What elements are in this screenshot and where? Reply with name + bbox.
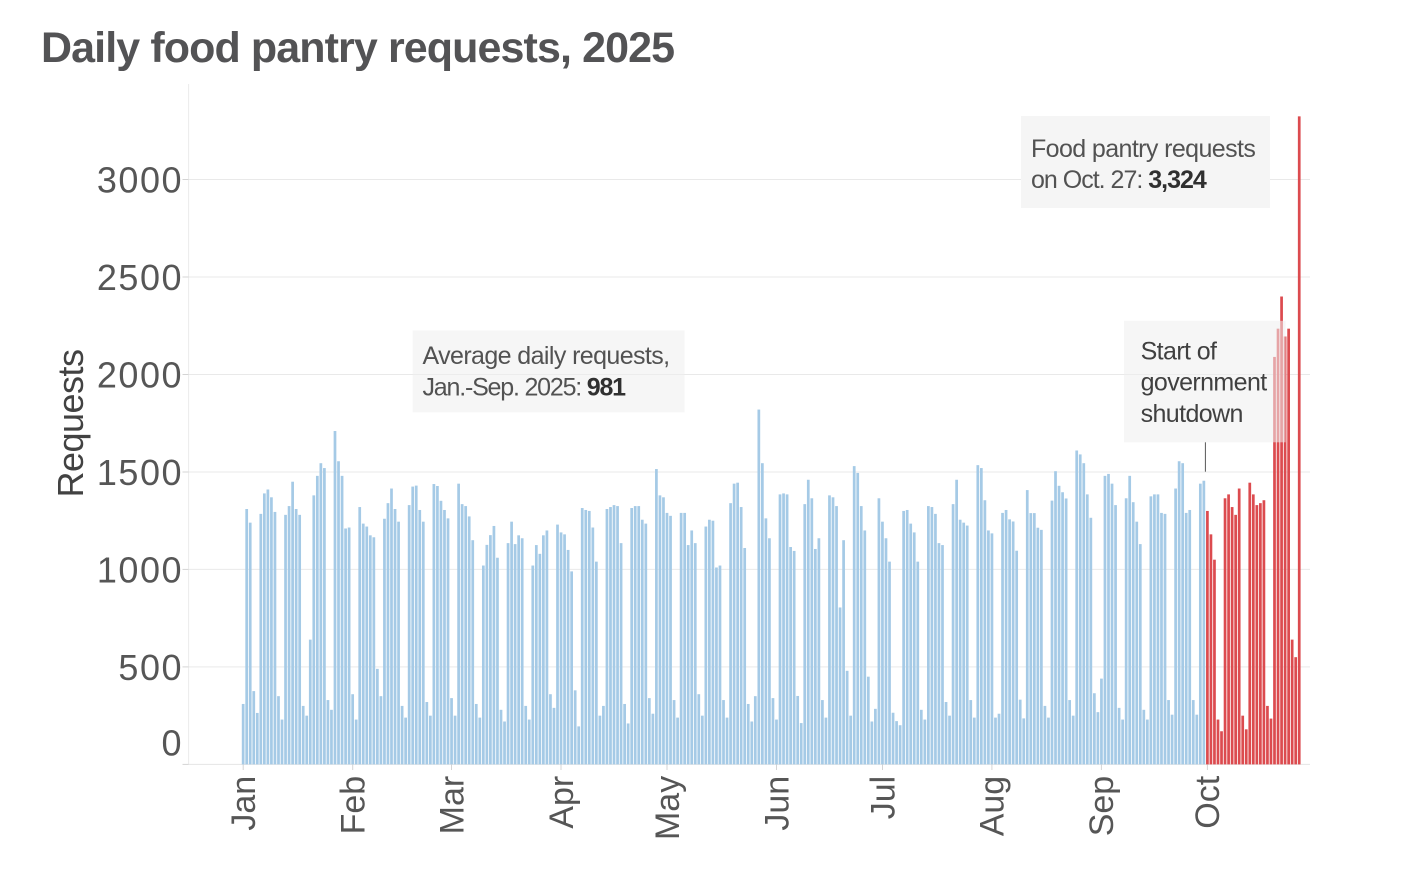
svg-text:May: May xyxy=(649,776,687,840)
svg-text:Feb: Feb xyxy=(335,776,373,835)
svg-text:1500: 1500 xyxy=(97,452,183,493)
svg-text:Requests: Requests xyxy=(50,349,91,497)
svg-text:Jan.-Sep. 2025: 981: Jan.-Sep. 2025: 981 xyxy=(423,373,627,401)
svg-text:Mar: Mar xyxy=(433,776,471,835)
svg-text:Sep: Sep xyxy=(1083,776,1121,837)
svg-text:on Oct. 27: 3,324: on Oct. 27: 3,324 xyxy=(1031,166,1207,194)
svg-text:Aug: Aug xyxy=(974,776,1012,837)
svg-text:Jul: Jul xyxy=(864,776,902,819)
svg-text:Jun: Jun xyxy=(758,776,796,831)
svg-text:Start of: Start of xyxy=(1141,337,1217,365)
svg-text:2000: 2000 xyxy=(97,355,183,396)
svg-text:Food pantry requests: Food pantry requests xyxy=(1031,135,1255,163)
svg-text:Daily food pantry requests, 20: Daily food pantry requests, 2025 xyxy=(41,24,674,72)
svg-text:Jan: Jan xyxy=(225,776,263,831)
svg-text:Oct: Oct xyxy=(1189,775,1227,828)
svg-text:1000: 1000 xyxy=(97,550,183,591)
svg-text:Apr: Apr xyxy=(543,776,581,829)
svg-text:2500: 2500 xyxy=(97,257,183,298)
svg-text:Average daily requests,: Average daily requests, xyxy=(423,342,670,370)
svg-text:3000: 3000 xyxy=(97,160,183,201)
svg-text:shutdown: shutdown xyxy=(1141,400,1243,428)
svg-text:0: 0 xyxy=(161,722,183,763)
svg-text:government: government xyxy=(1141,369,1268,397)
svg-text:500: 500 xyxy=(118,647,183,688)
